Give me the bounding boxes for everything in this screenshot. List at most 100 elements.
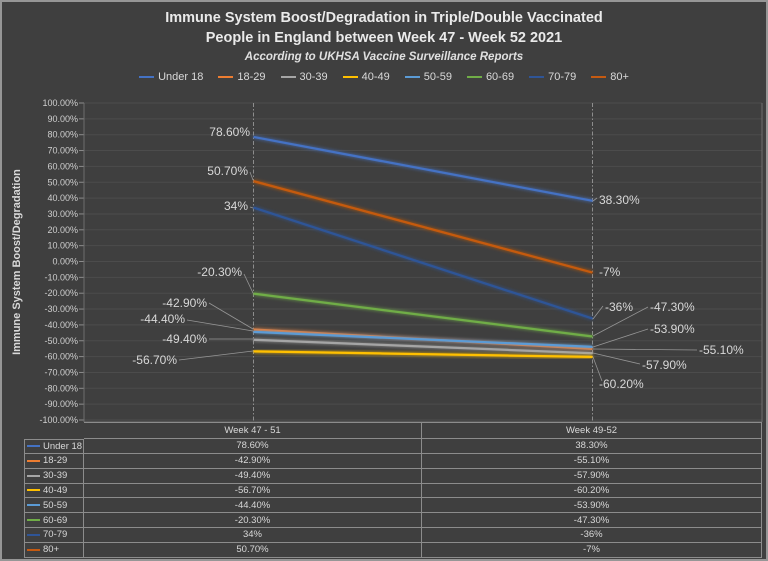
table-value-cell: -7% <box>422 542 762 558</box>
table-row-label: 30-39 <box>24 468 84 484</box>
table-row-label-text: 40-49 <box>43 484 68 496</box>
table-row-label-text: Under 18 <box>43 440 83 452</box>
table-legend-key-icon <box>27 474 40 477</box>
table-row-label: 18-29 <box>24 453 84 469</box>
chart-subtitle: According to UKHSA Vaccine Surveillance … <box>244 51 524 63</box>
legend-swatch-icon <box>529 76 545 78</box>
legend-swatch-icon <box>218 76 234 78</box>
legend-label: 30-39 <box>299 71 328 83</box>
chart-title-line1: Immune System Boost/Degradation in Tripl… <box>165 10 603 26</box>
y-axis-tick-label: -80.00% <box>44 383 78 393</box>
table-row-label: 80+ <box>24 542 84 558</box>
data-table: Week 47 - 51 Week 49-52 Under 18 78.60% 38.3… <box>24 422 762 558</box>
data-label: -60.20% <box>599 377 644 391</box>
table-value-cell: -36% <box>422 528 762 543</box>
data-label: -47.30% <box>650 300 695 314</box>
y-axis-tick-label: 20.00% <box>47 225 78 235</box>
series-line-60-69 <box>253 292 593 338</box>
plot-area: 100.00% 90.00% 80.00% 70.00% 60.00% 50.00% 40.… <box>39 98 763 424</box>
label-leader-line <box>592 352 641 365</box>
legend-item-70-79: 70-79 <box>529 71 576 83</box>
table-row-label-text: 80+ <box>43 544 60 556</box>
table-column-header: Week 47 - 51 <box>84 422 422 439</box>
data-label: 34% <box>224 199 248 213</box>
table-legend-key-icon <box>27 548 40 551</box>
data-label: 78.60% <box>209 125 250 139</box>
y-axis-tick-label: 30.00% <box>47 209 78 219</box>
legend-label: 40-49 <box>361 71 390 83</box>
table-legend-key-icon <box>27 489 40 492</box>
legend-item-18-29: 18-29 <box>218 71 266 83</box>
legend-label: 50-59 <box>423 71 452 83</box>
table-row-label-text: 30-39 <box>43 470 68 482</box>
table-value-cell: 38.30% <box>422 439 762 454</box>
data-label: -56.70% <box>132 353 177 367</box>
y-axis-tick-label: -50.00% <box>44 336 78 346</box>
data-label: -44.40% <box>140 312 185 326</box>
label-leader-line <box>178 350 254 361</box>
y-axis-tick-label: -40.00% <box>44 320 78 330</box>
data-label: 38.30% <box>599 193 640 207</box>
legend-swatch-icon <box>404 76 420 78</box>
y-axis-tick-label: 70.00% <box>47 146 78 156</box>
label-leader-line <box>208 302 254 330</box>
table-legend-key-icon <box>27 459 40 462</box>
table-value-cell: -53.90% <box>422 498 762 514</box>
legend-label: 18-29 <box>237 71 266 83</box>
legend-swatch-icon <box>139 76 155 78</box>
table-row-label: 40-49 <box>24 483 84 499</box>
data-label: -36% <box>605 300 633 314</box>
y-axis-tick-label: 50.00% <box>47 177 78 187</box>
label-leader-line <box>249 171 254 181</box>
data-label: -55.10% <box>699 343 744 357</box>
label-leader-line <box>592 356 603 382</box>
y-axis-tick-label: -20.00% <box>44 288 78 298</box>
y-axis-tick-label: 100.00% <box>42 98 78 108</box>
y-axis-tick-label: 40.00% <box>47 193 78 203</box>
series-line-70-79 <box>253 206 593 320</box>
label-leader-line <box>592 305 604 320</box>
table-value-cell: -60.20% <box>422 483 762 499</box>
table-column-header: Week 49-52 <box>422 422 762 439</box>
chart-title-line2: People in England between Week 47 - Week… <box>205 30 563 46</box>
table-row-label: 50-59 <box>24 498 84 514</box>
data-label: -7% <box>599 265 621 279</box>
table-value-cell: 78.60% <box>84 439 422 454</box>
data-label: -20.30% <box>197 265 242 279</box>
y-axis-tick-label: 0.00% <box>52 257 78 267</box>
data-label: 50.70% <box>207 164 248 178</box>
legend-item-under-18: Under 18 <box>139 71 203 83</box>
table-corner-spacer <box>24 422 84 439</box>
legend-swatch-icon <box>280 76 296 78</box>
legend-label: 80+ <box>610 71 629 83</box>
y-axis-tick-label: 90.00% <box>47 114 78 124</box>
data-label: -57.90% <box>642 358 687 372</box>
y-axis-tick-label: -60.00% <box>44 352 78 362</box>
data-label: -42.90% <box>162 296 207 310</box>
label-leader-line <box>249 206 254 209</box>
table-value-cell: -55.10% <box>422 453 762 469</box>
label-leader-line <box>592 328 649 348</box>
table-row-label: 60-69 <box>24 513 84 529</box>
table-legend-key-icon <box>27 504 40 507</box>
legend-swatch-icon <box>342 76 358 78</box>
table-row-label: 70-79 <box>24 528 84 543</box>
legend-label: 70-79 <box>548 71 577 83</box>
legend-item-40-49: 40-49 <box>342 71 390 83</box>
table-value-cell: 34% <box>84 528 422 543</box>
y-axis-tick-label: -10.00% <box>44 272 78 282</box>
chart-title: Immune System Boost/Degradation in Tripl… <box>2 8 766 65</box>
y-axis-tick-label: -100.00% <box>39 415 78 424</box>
label-leader-line <box>592 197 598 202</box>
label-leader-line <box>592 348 698 351</box>
data-label: -53.90% <box>650 322 695 336</box>
chart-legend: Under 18 18-29 30-39 40-49 50-59 60-69 70-79 80… <box>2 71 766 83</box>
legend-item-80+: 80+ <box>591 71 629 83</box>
table-value-cell: -20.30% <box>84 513 422 529</box>
y-axis-tick-label: 80.00% <box>47 130 78 140</box>
table-row-label-text: 60-69 <box>43 514 68 526</box>
y-axis-tick-label: 60.00% <box>47 161 78 171</box>
y-axis-tick-label: 10.00% <box>47 241 78 251</box>
table-row-label-text: 18-29 <box>43 455 68 467</box>
